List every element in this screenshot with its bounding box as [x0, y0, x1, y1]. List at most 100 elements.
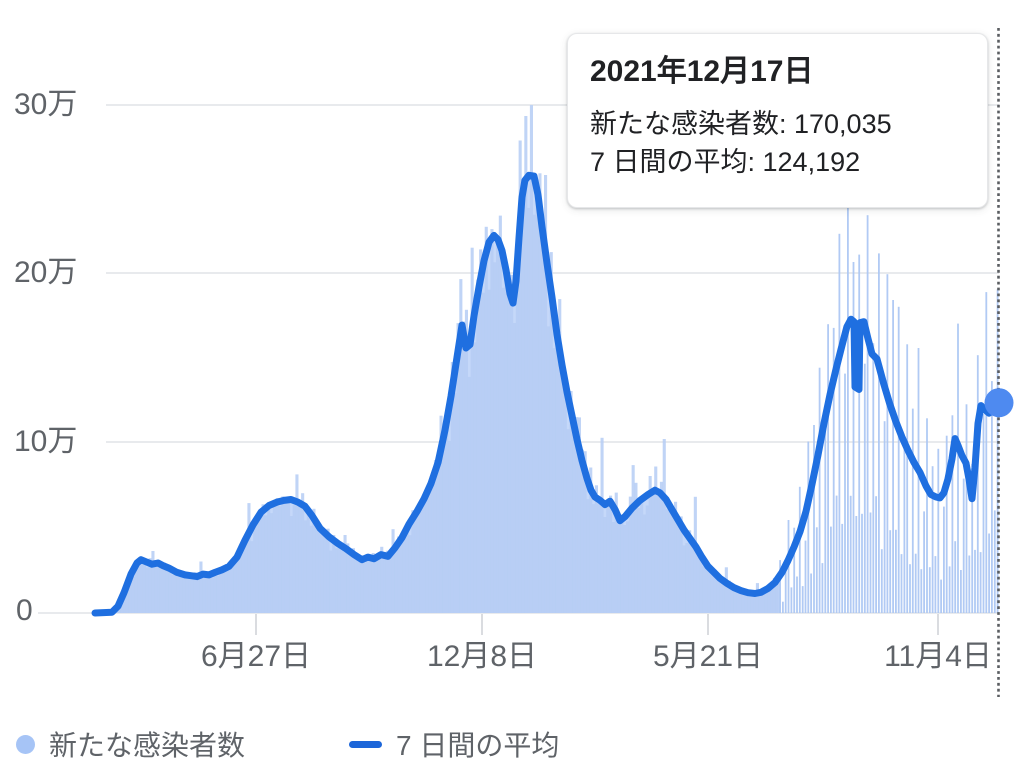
- daily-cases-bar: [713, 569, 717, 613]
- daily-cases-bar: [340, 544, 344, 613]
- daily-cases-bar: [855, 516, 858, 613]
- daily-cases-bar: [529, 105, 533, 613]
- daily-cases-bar: [439, 415, 443, 613]
- daily-cases-bar: [123, 590, 127, 613]
- daily-cases-bar: [363, 562, 367, 613]
- daily-cases-bar: [775, 579, 779, 613]
- daily-cases-bar: [801, 586, 804, 613]
- daily-cases-bar: [436, 452, 440, 613]
- daily-cases-bar: [626, 521, 630, 613]
- daily-cases-bar: [442, 443, 446, 613]
- daily-cases-bar: [600, 437, 604, 613]
- daily-cases-bar: [408, 535, 412, 613]
- daily-cases-bar: [642, 514, 646, 613]
- daily-cases-bar: [433, 460, 437, 613]
- daily-cases-bar: [448, 440, 452, 613]
- daily-cases-bar: [476, 279, 480, 613]
- daily-cases-bar: [561, 379, 565, 613]
- daily-cases-bar: [974, 549, 976, 613]
- y-axis-label-100k: 10万: [14, 425, 78, 458]
- daily-cases-bar: [388, 556, 392, 613]
- daily-cases-bar: [943, 506, 945, 613]
- daily-cases-bar: [272, 501, 276, 613]
- daily-cases-bar: [979, 552, 982, 613]
- daily-cases-bar: [498, 215, 502, 613]
- daily-cases-bar: [741, 594, 745, 613]
- daily-cases-bar: [674, 501, 678, 613]
- y-axis-label-0: 0: [16, 594, 33, 627]
- daily-cases-bar: [810, 573, 812, 613]
- daily-cases-bar: [722, 582, 726, 613]
- daily-cases-bar: [772, 577, 776, 613]
- tooltip-card: 2021年12月17日 新たな感染者数: 170,035 7 日間の平均: 12…: [567, 33, 988, 208]
- daily-cases-bar: [747, 593, 751, 613]
- daily-cases-bar: [847, 203, 849, 613]
- daily-cases-bar: [481, 292, 485, 613]
- daily-cases-bar: [620, 514, 624, 613]
- daily-cases-bar: [222, 568, 226, 613]
- legend-label-new-cases: 新たな感染者数: [49, 730, 246, 761]
- daily-cases-bar: [657, 491, 661, 613]
- daily-cases-bar: [659, 481, 663, 613]
- daily-cases-bar: [796, 576, 798, 613]
- daily-cases-bar: [501, 287, 505, 613]
- daily-cases-bar: [394, 550, 398, 613]
- y-axis-label-300k: 30万: [14, 88, 78, 121]
- daily-cases-bar: [586, 499, 590, 613]
- daily-cases-bar: [397, 536, 401, 613]
- daily-cases-bar: [875, 496, 877, 613]
- daily-cases-bar: [628, 496, 632, 613]
- daily-cases-bar: [332, 535, 336, 613]
- daily-cases-bar: [157, 562, 161, 613]
- daily-cases-bar: [815, 527, 818, 613]
- daily-cases-bar: [583, 451, 587, 613]
- daily-cases-bar: [758, 591, 762, 613]
- daily-cases-bar: [464, 309, 468, 613]
- daily-cases-bar: [818, 367, 821, 613]
- daily-cases-bar: [911, 408, 914, 613]
- daily-cases-bar: [371, 553, 375, 613]
- daily-cases-bar: [685, 543, 689, 613]
- daily-cases-bar: [207, 574, 211, 613]
- daily-cases-bar: [923, 511, 925, 613]
- daily-cases-bar: [303, 520, 307, 613]
- daily-cases-bar: [594, 485, 598, 613]
- tooltip-avg-row: 7 日間の平均: 124,192: [590, 147, 861, 177]
- daily-cases-bar: [292, 505, 296, 613]
- daily-cases-bar: [614, 492, 618, 613]
- daily-cases-bar: [736, 590, 740, 613]
- daily-cases-bar: [165, 570, 169, 613]
- daily-cases-bar: [219, 572, 223, 613]
- daily-cases-bar: [589, 467, 593, 613]
- daily-cases-bar: [467, 376, 471, 613]
- daily-cases-bar: [832, 327, 835, 613]
- daily-cases-bar: [640, 499, 644, 613]
- daily-cases-bar: [258, 517, 262, 613]
- x-tick-nov4: [937, 614, 939, 635]
- daily-cases-bar: [346, 543, 350, 613]
- daily-cases-bar: [577, 417, 581, 613]
- daily-cases-bar: [224, 567, 228, 613]
- chart-legend: 新たな感染者数 7 日間の平均: [16, 725, 559, 763]
- daily-cases-bar: [552, 348, 556, 613]
- daily-cases-bar: [255, 521, 259, 613]
- daily-cases-bar: [275, 498, 279, 613]
- daily-cases-bar: [555, 342, 559, 613]
- x-tick-jun27: [255, 614, 257, 635]
- daily-cases-bar: [696, 548, 700, 613]
- daily-cases-bar: [202, 572, 206, 613]
- daily-cases-bar: [337, 545, 341, 613]
- daily-cases-bar: [934, 556, 937, 613]
- daily-cases-bar: [532, 214, 536, 613]
- daily-cases-bar: [903, 447, 906, 613]
- daily-cases-bar: [945, 435, 948, 613]
- daily-cases-bar: [193, 572, 197, 613]
- daily-cases-bar: [750, 595, 754, 613]
- daily-cases-bar: [940, 579, 942, 613]
- daily-cases-bar: [962, 478, 965, 613]
- daily-cases-bar: [838, 233, 841, 614]
- daily-cases-bar: [241, 543, 245, 613]
- selected-point-marker: [984, 388, 1014, 418]
- daily-cases-bar: [142, 560, 146, 613]
